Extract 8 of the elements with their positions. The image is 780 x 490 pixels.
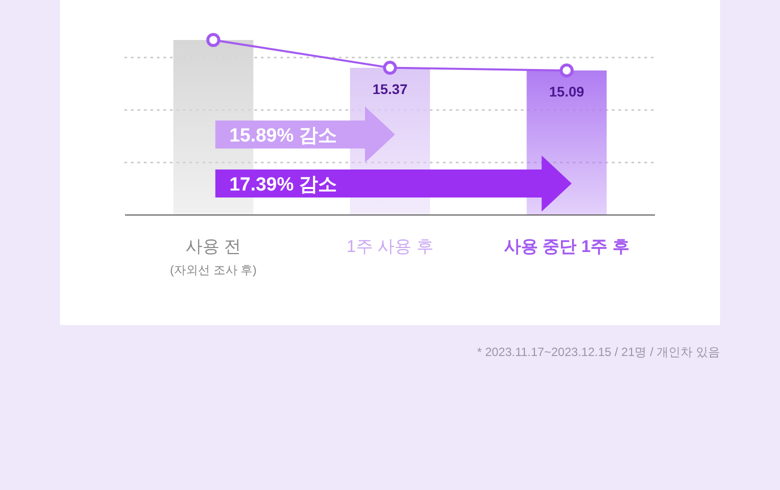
- data-label: 15.37: [372, 80, 408, 97]
- x-tick-label: 1주 사용 후: [346, 237, 434, 256]
- x-tick-label: 사용 전 (자외선 조사 후): [170, 237, 257, 277]
- data-label: 15.09: [549, 83, 584, 100]
- annotation: 17.39% 감소: [229, 174, 338, 196]
- text: * 2023.11.17~2023.12.15 / 21명 / 개인차 있음: [477, 345, 720, 359]
- x-tick-label: 사용 중단 1주 후: [504, 237, 630, 256]
- annotation: 15.89% 감소: [229, 126, 338, 146]
